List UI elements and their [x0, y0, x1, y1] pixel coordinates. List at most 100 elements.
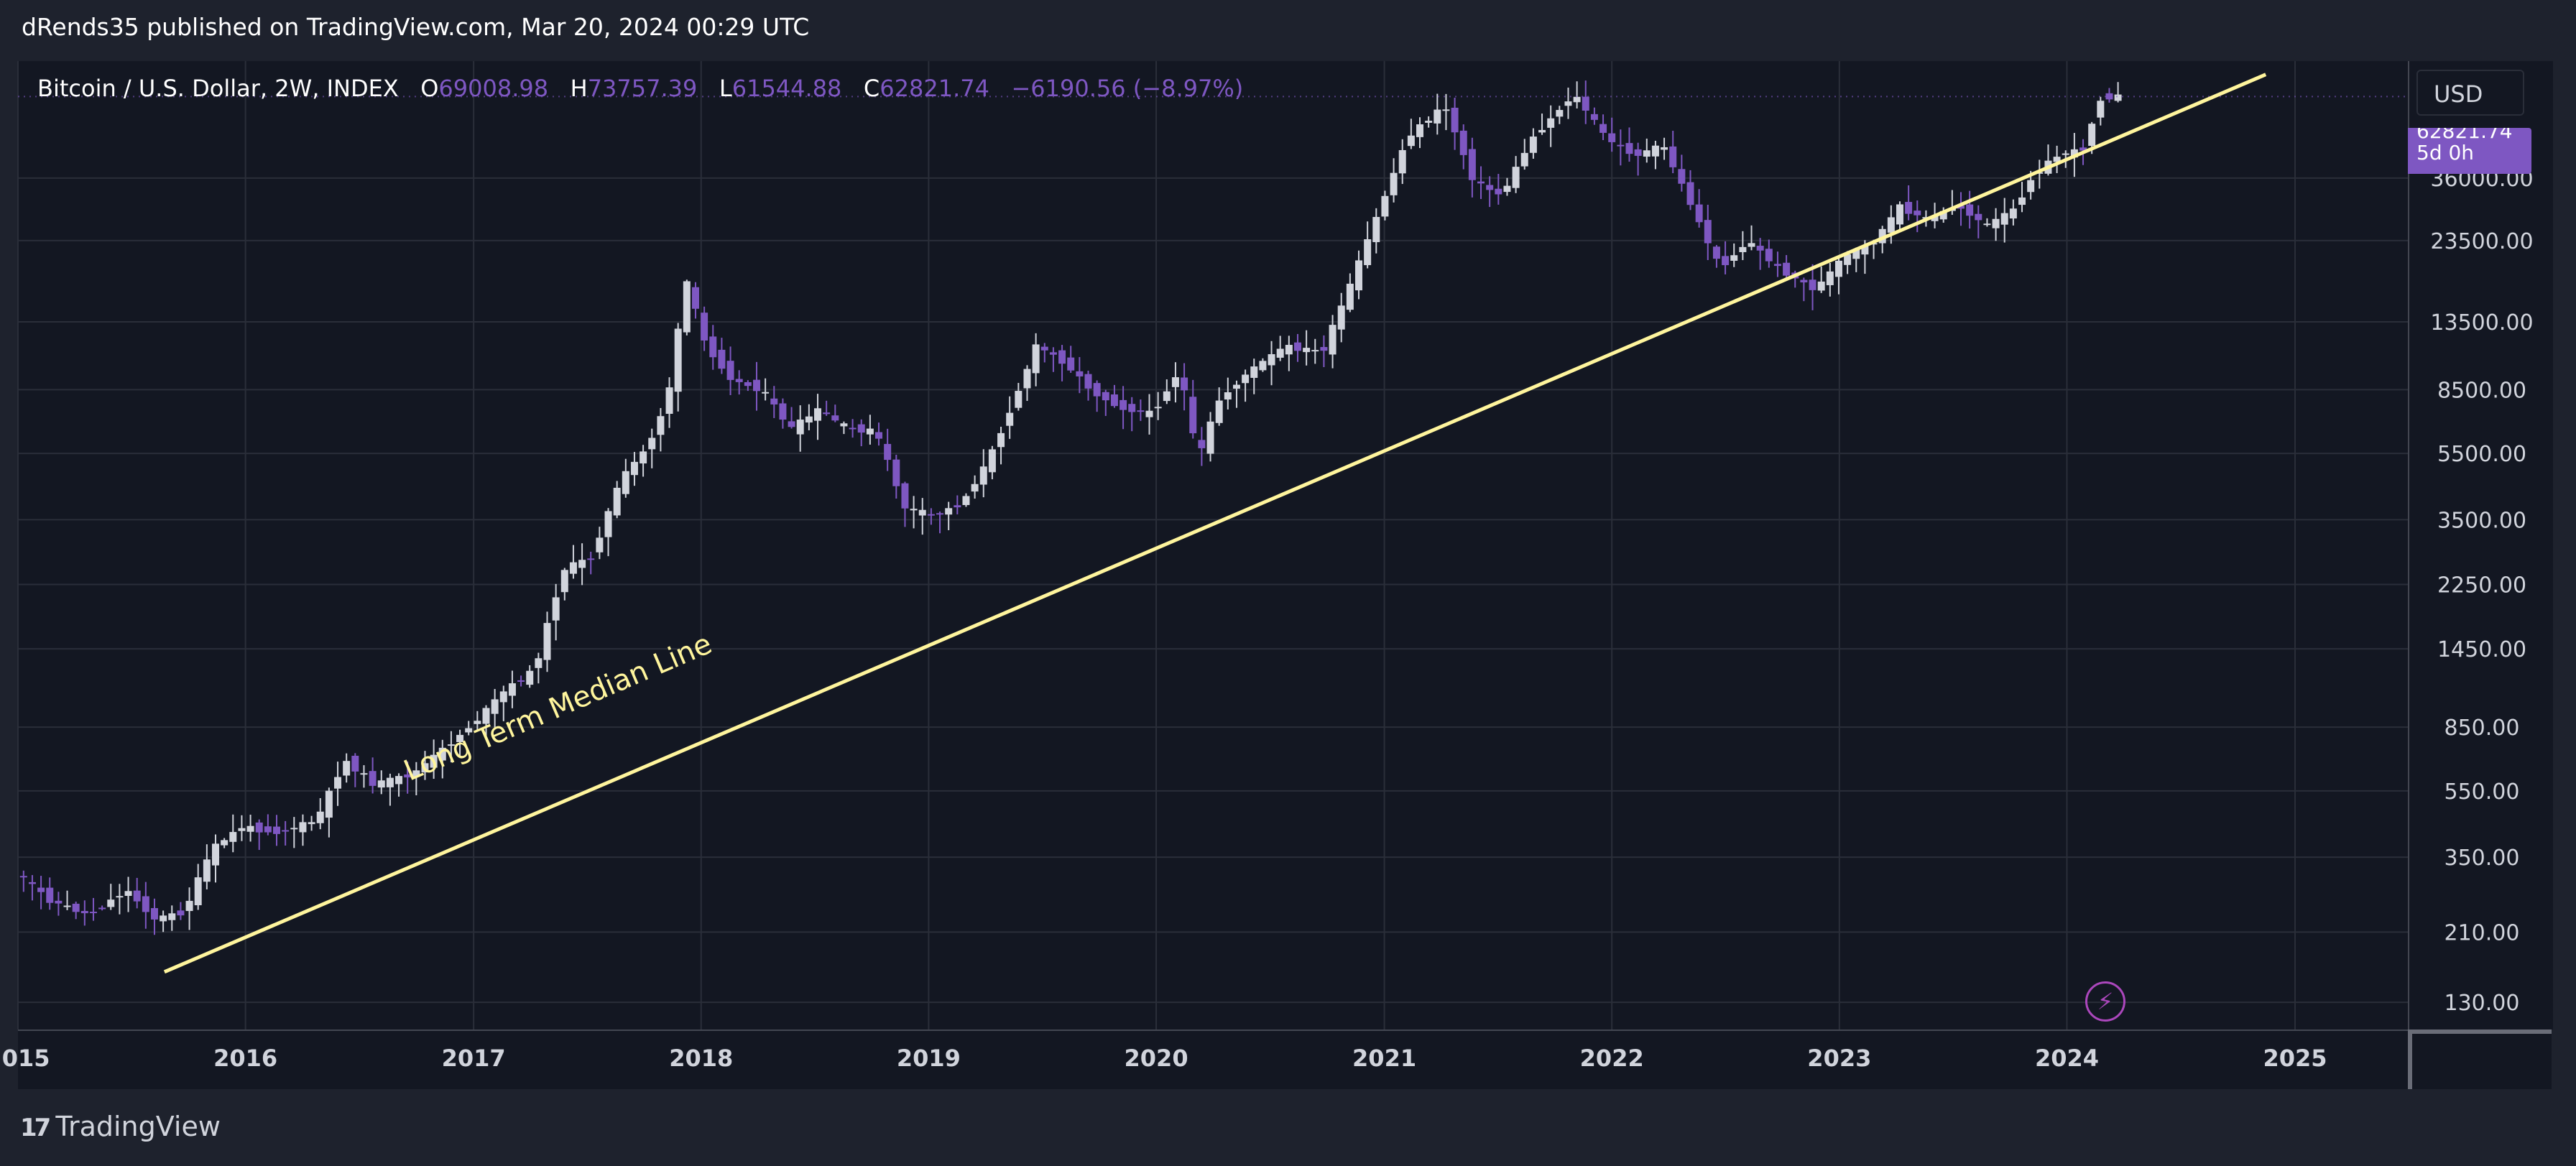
candle-body — [2105, 93, 2113, 100]
candle-body — [1076, 371, 1084, 376]
last-price-value: 62821.74 — [2416, 128, 2513, 143]
candle-body — [779, 403, 787, 420]
candle-body — [674, 328, 682, 392]
candle-body — [526, 670, 534, 685]
candle-body — [1556, 110, 1564, 117]
candle-body — [299, 822, 307, 833]
candle-body — [290, 828, 298, 830]
candle-body — [1852, 249, 1860, 259]
candle-body — [1032, 344, 1040, 374]
candle-body — [1425, 121, 1433, 123]
candle-body — [1120, 399, 1127, 410]
price-axis[interactable] — [2408, 61, 2553, 1029]
candle-body — [150, 908, 158, 920]
candle-body — [849, 427, 857, 430]
candle-body — [1625, 143, 1633, 154]
candle-body — [936, 513, 944, 515]
candle-body — [796, 420, 804, 435]
candle-body — [578, 560, 586, 568]
candle-body — [971, 483, 979, 492]
candle-body — [2114, 94, 2122, 101]
tradingview-logo[interactable]: 17 TradingView — [20, 1111, 221, 1142]
candle-body — [1661, 147, 1668, 150]
currency-button[interactable]: USD — [2416, 70, 2524, 116]
candle-body — [1486, 185, 1494, 190]
candle-body — [1590, 114, 1598, 120]
candle-body — [1407, 135, 1415, 147]
open-label: O — [420, 75, 439, 102]
candle-body — [1765, 249, 1773, 262]
candle-body — [46, 887, 54, 903]
candle-body — [788, 421, 795, 427]
candle-body — [238, 828, 246, 831]
candle-body — [1651, 145, 1659, 157]
candle-body — [1102, 392, 1109, 401]
candle-body — [1896, 204, 1903, 225]
candle-body — [37, 887, 45, 892]
candle-body — [1372, 216, 1380, 243]
candle-body — [1451, 107, 1459, 133]
candle-body — [2062, 153, 2069, 155]
time-tick-label: 2017 — [442, 1045, 506, 1072]
symbol-description: Bitcoin / U.S. Dollar, 2W, INDEX — [37, 75, 399, 102]
candle-body — [308, 822, 315, 825]
candle-body — [282, 830, 290, 832]
candle-body — [1913, 210, 1921, 216]
candle-body — [997, 432, 1005, 448]
candle-body — [709, 336, 717, 358]
candle-body — [19, 876, 27, 878]
candle-body — [1067, 357, 1075, 371]
candle-body — [1110, 394, 1118, 407]
axis-corner[interactable] — [2408, 1029, 2552, 1089]
candle-body — [1529, 137, 1537, 153]
candle-body — [535, 658, 543, 668]
candle-body — [2070, 149, 2078, 158]
candle-body — [1242, 374, 1250, 384]
candle-body — [1285, 345, 1293, 355]
close-label: C — [863, 75, 880, 102]
candle-body — [1058, 350, 1066, 364]
candle-body — [465, 728, 473, 733]
candle-body — [194, 877, 202, 906]
candle-body — [1023, 369, 1031, 389]
candle-body — [1547, 118, 1555, 128]
candle-body — [1171, 377, 1179, 387]
candle-body — [1931, 216, 1939, 221]
time-axis[interactable] — [18, 1029, 2408, 1091]
candle-body — [369, 771, 377, 786]
candle-body — [377, 780, 385, 788]
candle-body — [1381, 195, 1389, 217]
chart-pane[interactable] — [18, 61, 2408, 1029]
candle-body — [133, 890, 141, 902]
candle-body — [395, 776, 403, 785]
candle-body — [1198, 440, 1206, 448]
candle-body — [1722, 256, 1730, 266]
candle-body — [918, 509, 926, 516]
candle-body — [1015, 391, 1022, 408]
candle-body — [482, 708, 490, 724]
lightning-bolt-icon[interactable]: ⚡ — [2085, 981, 2125, 1022]
price-tick-label: 2250.00 — [2437, 573, 2526, 598]
candle-body — [1434, 109, 1441, 124]
candle-body — [456, 734, 464, 742]
candle-body — [1695, 204, 1703, 223]
candle-body — [1416, 124, 1424, 137]
candle-body — [892, 459, 900, 486]
candle-body — [421, 763, 429, 773]
candle-body — [1983, 223, 1991, 226]
price-tick-label: 13500.00 — [2430, 310, 2533, 336]
candle-body — [1163, 391, 1171, 402]
candle-body — [927, 514, 935, 516]
candle-body — [701, 313, 708, 341]
time-tick-label: 2023 — [1807, 1045, 1871, 1072]
candle-body — [1320, 347, 1328, 351]
candle-body — [622, 471, 629, 494]
change-value: −6190.56 (−8.97%) — [1011, 75, 1244, 102]
candle-body — [203, 859, 211, 882]
candle-body — [211, 843, 219, 866]
candle-body — [831, 415, 839, 421]
candle-body — [1181, 377, 1188, 391]
price-tick-label: 550.00 — [2445, 779, 2520, 805]
tradingview-logo-mark: 17 — [20, 1114, 51, 1142]
